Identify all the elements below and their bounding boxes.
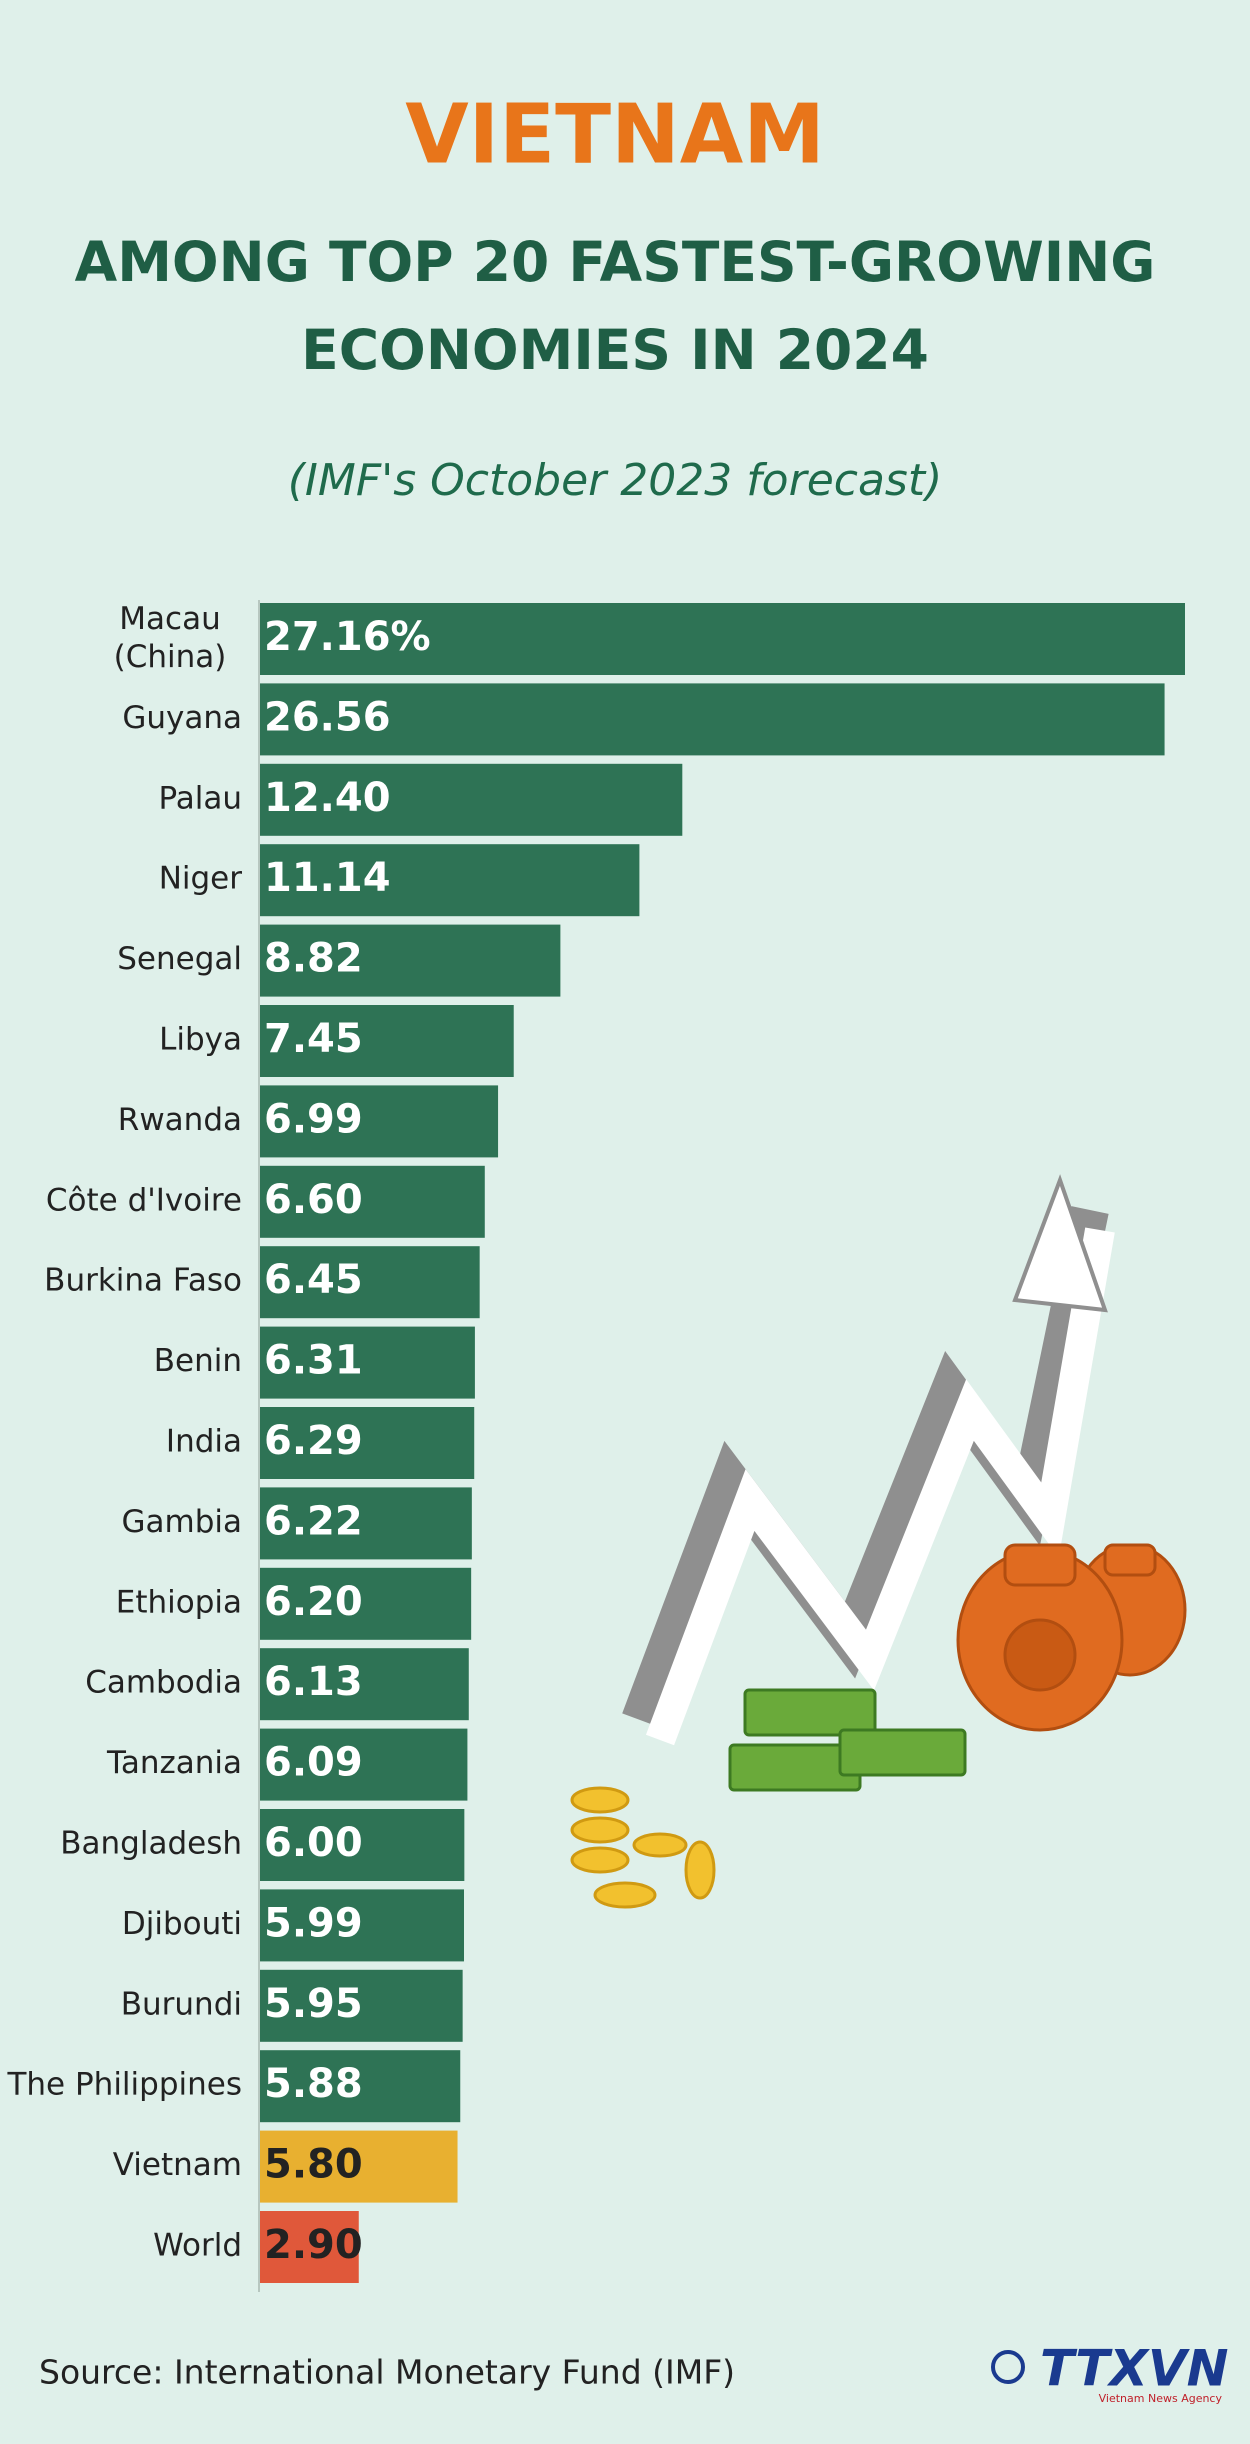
bar: [260, 844, 640, 917]
category-label: Burkina Faso: [44, 1263, 242, 1299]
bar: [260, 2050, 461, 2123]
category-label: Burundi: [121, 1986, 242, 2022]
bar: [260, 1246, 480, 1319]
bar: [260, 2211, 359, 2283]
category-label: Palau: [158, 780, 242, 816]
category-label: Cambodia: [85, 1665, 242, 1701]
category-label: India: [166, 1424, 242, 1460]
bar: [260, 603, 1185, 675]
category-label: Ethiopia: [116, 1584, 242, 1620]
note: (IMF's October 2023 forecast): [288, 455, 943, 506]
value-label: 6.00: [264, 1820, 363, 1866]
copyright-icon: [991, 2350, 1025, 2384]
bar: [260, 683, 1165, 756]
category-label: Vietnam: [113, 2147, 242, 2183]
category-label: Tanzania: [106, 1745, 242, 1781]
value-label: 5.88: [264, 2061, 363, 2107]
logo-caption: Vietnam News Agency: [1099, 2392, 1223, 2405]
category-label: Guyana: [122, 700, 242, 736]
value-label: 5.80: [264, 2142, 363, 2188]
bar: [260, 1165, 485, 1238]
category-label: Senegal: [117, 941, 242, 977]
category-label: World: [153, 2228, 242, 2264]
illustration: [570, 1174, 1187, 1909]
category-label: Macau (China): [114, 601, 227, 675]
value-label: 27.16%: [264, 614, 431, 660]
value-label: 5.95: [264, 1981, 363, 2027]
value-label: 8.82: [264, 936, 363, 982]
title: VIETNAM: [405, 87, 825, 182]
value-label: 6.45: [264, 1257, 363, 1303]
bar: [260, 1326, 475, 1399]
category-label: Rwanda: [118, 1102, 242, 1138]
subtitle-group: AMONG TOP 20 FASTEST-GROWING ECONOMIES IN…: [75, 230, 1156, 382]
value-label: 6.29: [264, 1418, 363, 1464]
category-label: Gambia: [121, 1504, 242, 1540]
category-label: Bangladesh: [60, 1826, 242, 1862]
bar: [260, 1889, 465, 1962]
value-label: 7.45: [264, 1016, 363, 1062]
bar: [260, 1969, 463, 2042]
value-label: 6.09: [264, 1740, 363, 1786]
bar: [260, 1487, 472, 1560]
value-label: 6.99: [264, 1096, 363, 1142]
category-label: Libya: [159, 1022, 242, 1058]
bar: [260, 1085, 499, 1158]
bar: [260, 924, 561, 997]
value-label: 6.31: [264, 1338, 363, 1384]
bar: [260, 1648, 469, 1721]
value-label: 11.14: [264, 855, 391, 901]
source: Source: International Monetary Fund (IMF…: [39, 2353, 735, 2392]
bar: [260, 1407, 475, 1479]
bar: [260, 1728, 468, 1801]
bar: [260, 1809, 465, 1881]
value-label: 26.56: [264, 694, 391, 740]
category-label: Djibouti: [122, 1906, 242, 1942]
value-label: 5.99: [264, 1900, 363, 1946]
logo: TTXVN: [1040, 2340, 1228, 2398]
bar: [260, 1005, 514, 1077]
value-label: 6.13: [264, 1659, 363, 1705]
value-label: 6.20: [264, 1579, 363, 1625]
category-label: Niger: [159, 861, 243, 897]
bar: [260, 1567, 472, 1640]
bar: [260, 763, 683, 836]
bar: [260, 2130, 458, 2203]
category-label: The Philippines: [6, 2067, 242, 2103]
value-label: 2.90: [264, 2222, 363, 2268]
bars: 27.16% Macau (China) 26.56 Guyana 12.40 Palau 1…: [6, 601, 1185, 2283]
subtitle: AMONG TOP 20 FASTEST-GROWING ECONOMIES IN…: [75, 230, 1156, 382]
value-label: 6.60: [264, 1177, 363, 1223]
category-label: Côte d'Ivoire: [46, 1182, 242, 1218]
value-label: 6.22: [264, 1498, 363, 1544]
value-label: 12.40: [264, 775, 391, 821]
category-label: Benin: [154, 1343, 242, 1379]
